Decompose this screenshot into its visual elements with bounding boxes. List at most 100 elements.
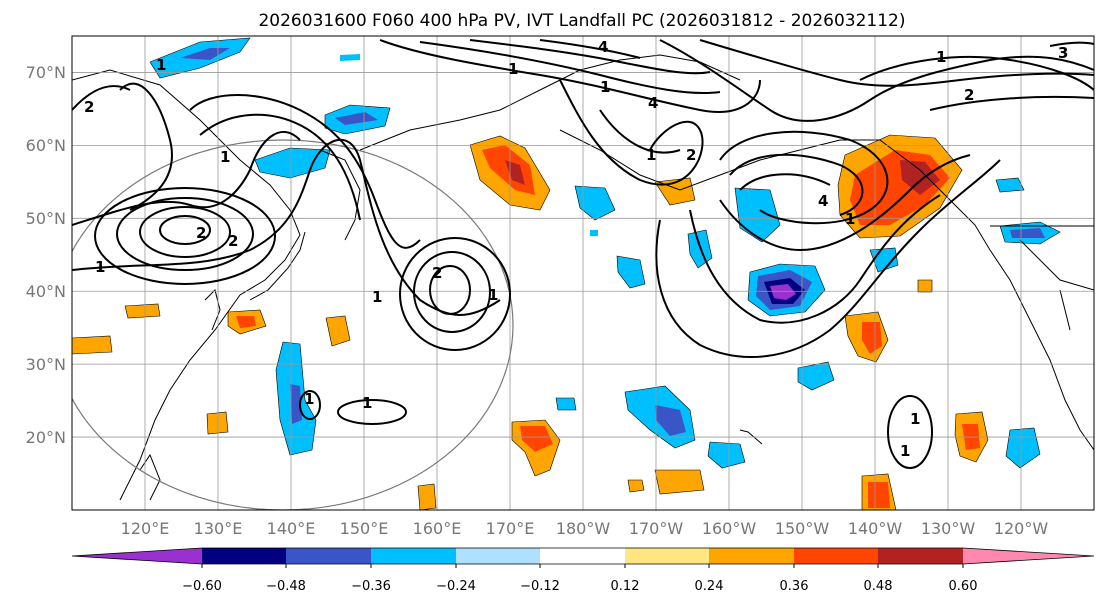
lon-label: 150°W: [775, 519, 830, 538]
coastline-asia: [72, 69, 301, 501]
lat-label: 20°N: [26, 428, 66, 447]
contour-line: [699, 39, 1094, 87]
contour-line: [72, 85, 131, 111]
contour-line: [1049, 41, 1094, 47]
contour-line: [599, 109, 681, 154]
contour-line: [719, 154, 971, 252]
contour-label: 1: [95, 258, 105, 276]
contour-label: 1: [646, 146, 656, 164]
anomaly-blob: [627, 479, 645, 493]
lat-label: 70°N: [26, 63, 66, 82]
colorbar-segment: [202, 548, 286, 564]
anomaly-blob: [1010, 228, 1045, 238]
lon-label: 150°E: [340, 519, 389, 538]
lat-label: 50°N: [26, 209, 66, 228]
anomaly-blob: [417, 483, 437, 510]
coastline-hawaii: [739, 429, 763, 445]
contour-label: 1: [600, 78, 610, 96]
contour-label: 1: [910, 410, 920, 428]
colorbar-tick-label: 0.36: [780, 579, 809, 594]
colorbar-segment: [456, 548, 540, 564]
contour-line: [659, 39, 1094, 122]
coastline-korea: [204, 289, 221, 331]
contour-label: 2: [964, 86, 974, 104]
contour-line: [94, 187, 276, 285]
reference-circle: [72, 139, 514, 510]
contour-label: 2: [686, 146, 696, 164]
lat-label: 40°N: [26, 282, 66, 301]
colorbar-tick-label: −0.12: [520, 579, 560, 594]
anomaly-blob: [862, 322, 882, 354]
contour-line: [119, 82, 173, 211]
anomaly-blob: [616, 255, 646, 289]
lon-label: 160°W: [702, 519, 757, 538]
colorbar-tick-label: 0.60: [949, 579, 978, 594]
anomaly-blob: [707, 441, 746, 469]
lon-label: 180°W: [556, 519, 611, 538]
contour-line: [887, 395, 933, 469]
contour-labels: 1 2 1 2 1 2 1 1 4 1 4 1 2 1 4 1 2 3 1 1: [84, 38, 1068, 460]
anomaly-blob: [1005, 427, 1041, 469]
colorbar-segment: [625, 548, 709, 564]
pv-contours: [72, 39, 1094, 469]
colorbar-segment: [540, 548, 625, 564]
lon-label: 120°E: [121, 519, 170, 538]
coastline-us-borders: [990, 225, 1094, 331]
contour-line: [539, 39, 641, 59]
contour-line: [299, 390, 321, 420]
lon-label: 120°W: [994, 519, 1049, 538]
lon-label: 140°W: [848, 519, 903, 538]
colorbar-segment: [709, 548, 794, 564]
contour-line: [116, 197, 254, 271]
anomaly-blob: [655, 405, 686, 436]
lon-label: 140°E: [267, 519, 316, 538]
colorbar-tick-label: −0.48: [266, 579, 306, 594]
contour-label: 2: [432, 264, 442, 282]
colorbar-tick-label: −0.24: [436, 579, 476, 594]
contour-line: [719, 130, 889, 225]
contour-line: [729, 153, 864, 216]
anomaly-blob: [995, 177, 1025, 193]
lon-label: 130°W: [921, 519, 976, 538]
anomaly-blob: [917, 279, 933, 293]
lat-label: 30°N: [26, 355, 66, 374]
anomaly-blob: [654, 469, 705, 495]
contour-line: [469, 39, 711, 75]
colorbar-tick-label: −0.36: [351, 579, 391, 594]
coastline-alaska: [559, 129, 991, 251]
coastline-na-west: [989, 249, 1094, 451]
contour-label: 1: [156, 56, 166, 74]
latitude-labels: 20°N 30°N 40°N 50°N 60°N 70°N: [26, 63, 66, 447]
contour-line: [929, 95, 1094, 111]
contour-line: [419, 41, 721, 95]
contour-line: [559, 79, 704, 186]
contour-label: 1: [936, 48, 946, 66]
lon-label: 130°E: [194, 519, 243, 538]
contour-label: 1: [372, 288, 382, 306]
anomaly-blob: [340, 54, 360, 61]
colorbar-tick-labels: −0.60 −0.48 −0.36 −0.24 −0.12 0.12 0.24 …: [182, 579, 977, 594]
contour-label: 4: [598, 38, 608, 56]
contour-line: [399, 237, 511, 351]
contour-label: 1: [488, 286, 498, 304]
coastline-japan: [249, 231, 306, 301]
anomaly-blob: [290, 384, 302, 424]
contour-line: [159, 215, 211, 245]
lon-label: 160°E: [413, 519, 462, 538]
anomaly-blob: [797, 361, 835, 391]
colorbar-tick-label: 0.24: [695, 579, 724, 594]
colorbar-segment: [371, 548, 456, 564]
lat-label: 60°N: [26, 136, 66, 155]
colorbar-tick-label: 0.12: [611, 579, 640, 594]
contour-label: 2: [84, 98, 94, 116]
contour-label: 1: [220, 148, 230, 166]
anomaly-blob: [206, 411, 229, 435]
contour-label: 3: [1058, 44, 1068, 62]
contour-label: 1: [900, 442, 910, 460]
anomaly-blob: [180, 48, 230, 60]
anomaly-blob: [72, 335, 113, 355]
anomaly-blob: [868, 482, 890, 508]
colorbar-segment: [794, 548, 878, 564]
anomaly-blob: [590, 230, 598, 236]
